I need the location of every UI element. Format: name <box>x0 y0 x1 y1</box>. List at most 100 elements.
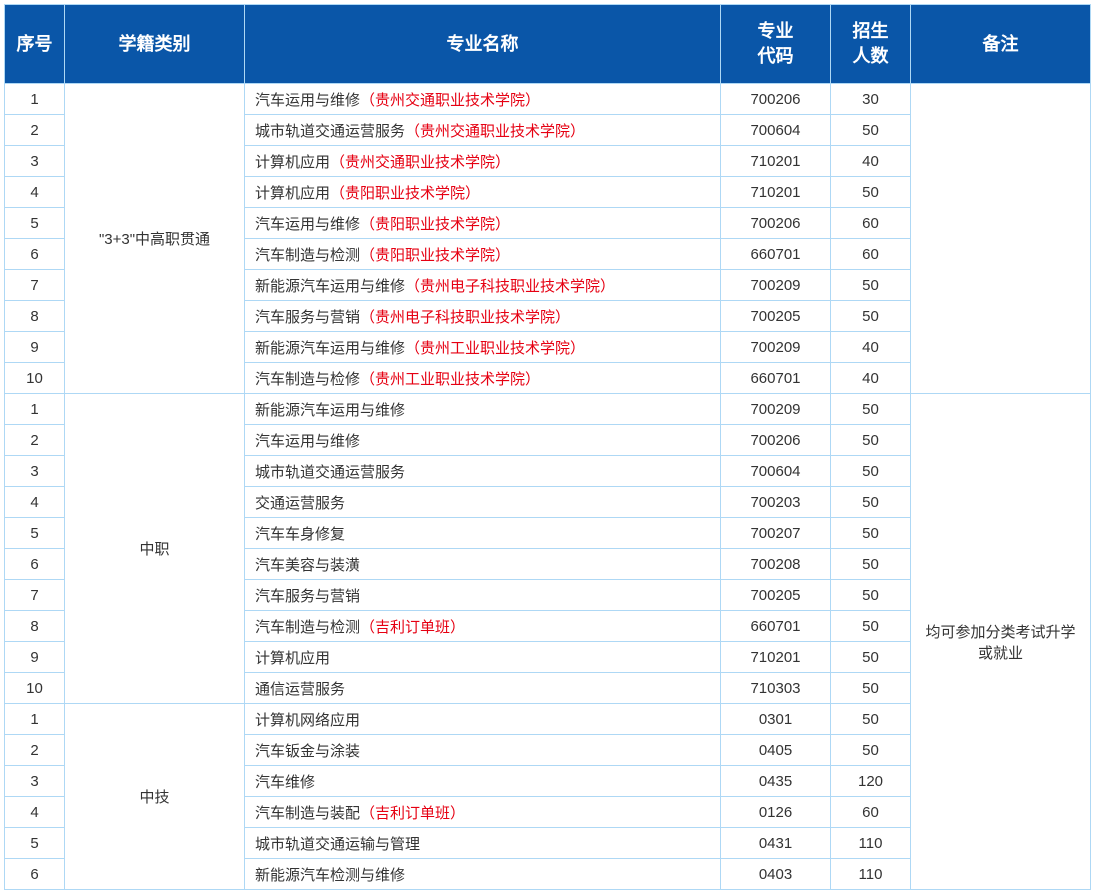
cell-code: 700604 <box>721 115 831 146</box>
cell-seq: 9 <box>5 332 65 363</box>
cell-code: 0301 <box>721 704 831 735</box>
cell-code: 700209 <box>721 394 831 425</box>
cell-code: 710303 <box>721 673 831 704</box>
cell-code: 700205 <box>721 301 831 332</box>
major-annotation: （贵州工业职业技术学院） <box>405 340 585 357</box>
cell-code: 0405 <box>721 735 831 766</box>
cell-seq: 6 <box>5 549 65 580</box>
cell-major: 汽车美容与装潢 <box>245 549 721 580</box>
major-annotation: （贵州电子科技职业技术学院） <box>360 309 570 326</box>
cell-seq: 7 <box>5 580 65 611</box>
cell-seq: 6 <box>5 239 65 270</box>
header-count: 招生人数 <box>831 5 911 84</box>
cell-code: 700206 <box>721 425 831 456</box>
cell-major: 计算机应用（贵州交通职业技术学院） <box>245 146 721 177</box>
cell-code: 700604 <box>721 456 831 487</box>
major-name: 汽车运用与维修 <box>255 433 360 450</box>
major-name: 新能源汽车运用与维修 <box>255 340 405 357</box>
cell-seq: 8 <box>5 301 65 332</box>
cell-major: 汽车服务与营销（贵州电子科技职业技术学院） <box>245 301 721 332</box>
cell-major: 汽车服务与营销 <box>245 580 721 611</box>
cell-code: 0403 <box>721 859 831 890</box>
cell-major: 汽车维修 <box>245 766 721 797</box>
major-name: 计算机应用 <box>255 185 330 202</box>
cell-count: 50 <box>831 642 911 673</box>
cell-category: 中技 <box>65 704 245 890</box>
cell-count: 30 <box>831 84 911 115</box>
table-body: 1"3+3"中高职贯通汽车运用与维修（贵州交通职业技术学院）700206302城… <box>5 84 1091 890</box>
cell-seq: 3 <box>5 456 65 487</box>
cell-code: 710201 <box>721 177 831 208</box>
cell-count: 120 <box>831 766 911 797</box>
cell-seq: 10 <box>5 673 65 704</box>
cell-code: 660701 <box>721 611 831 642</box>
cell-seq: 8 <box>5 611 65 642</box>
cell-seq: 1 <box>5 704 65 735</box>
cell-code: 0431 <box>721 828 831 859</box>
header-seq: 序号 <box>5 5 65 84</box>
cell-major: 通信运营服务 <box>245 673 721 704</box>
cell-major: 城市轨道交通运营服务（贵州交通职业技术学院） <box>245 115 721 146</box>
table-row: 1"3+3"中高职贯通汽车运用与维修（贵州交通职业技术学院）70020630 <box>5 84 1091 115</box>
cell-major: 汽车制造与装配（吉利订单班） <box>245 797 721 828</box>
cell-code: 710201 <box>721 642 831 673</box>
cell-major: 汽车车身修复 <box>245 518 721 549</box>
cell-seq: 5 <box>5 828 65 859</box>
major-name: 城市轨道交通运营服务 <box>255 123 405 140</box>
cell-count: 60 <box>831 208 911 239</box>
cell-code: 700208 <box>721 549 831 580</box>
major-name: 计算机应用 <box>255 154 330 171</box>
major-name: 城市轨道交通运营服务 <box>255 464 405 481</box>
cell-count: 50 <box>831 394 911 425</box>
cell-seq: 2 <box>5 735 65 766</box>
cell-count: 50 <box>831 518 911 549</box>
major-name: 汽车制造与装配 <box>255 805 360 822</box>
major-name: 汽车制造与检测 <box>255 619 360 636</box>
cell-count: 50 <box>831 735 911 766</box>
cell-major: 交通运营服务 <box>245 487 721 518</box>
major-annotation: （贵阳职业技术学院） <box>330 185 480 202</box>
cell-major: 汽车运用与维修 <box>245 425 721 456</box>
cell-count: 50 <box>831 673 911 704</box>
cell-count: 110 <box>831 828 911 859</box>
cell-seq: 10 <box>5 363 65 394</box>
cell-seq: 2 <box>5 425 65 456</box>
cell-seq: 2 <box>5 115 65 146</box>
major-annotation: （贵州电子科技职业技术学院） <box>405 278 615 295</box>
cell-count: 60 <box>831 797 911 828</box>
cell-major: 汽车钣金与涂装 <box>245 735 721 766</box>
cell-code: 660701 <box>721 363 831 394</box>
major-annotation: （贵阳职业技术学院） <box>360 216 510 233</box>
cell-count: 50 <box>831 611 911 642</box>
cell-code: 0126 <box>721 797 831 828</box>
cell-seq: 4 <box>5 177 65 208</box>
cell-seq: 3 <box>5 766 65 797</box>
major-name: 汽车运用与维修 <box>255 216 360 233</box>
cell-major: 计算机网络应用 <box>245 704 721 735</box>
major-name: 汽车服务与营销 <box>255 309 360 326</box>
cell-major: 汽车运用与维修（贵州交通职业技术学院） <box>245 84 721 115</box>
cell-count: 50 <box>831 270 911 301</box>
cell-code: 710201 <box>721 146 831 177</box>
cell-category: 中职 <box>65 394 245 704</box>
cell-count: 50 <box>831 456 911 487</box>
cell-seq: 3 <box>5 146 65 177</box>
cell-code: 700206 <box>721 208 831 239</box>
cell-seq: 1 <box>5 394 65 425</box>
major-name: 新能源汽车运用与维修 <box>255 278 405 295</box>
cell-count: 50 <box>831 549 911 580</box>
major-name: 汽车运用与维修 <box>255 92 360 109</box>
major-annotation: （贵州交通职业技术学院） <box>330 154 510 171</box>
cell-major: 新能源汽车运用与维修 <box>245 394 721 425</box>
cell-seq: 5 <box>5 208 65 239</box>
cell-count: 110 <box>831 859 911 890</box>
cell-count: 50 <box>831 177 911 208</box>
major-name: 城市轨道交通运输与管理 <box>255 836 420 853</box>
major-name: 汽车服务与营销 <box>255 588 360 605</box>
header-category: 学籍类别 <box>65 5 245 84</box>
cell-major: 新能源汽车运用与维修（贵州电子科技职业技术学院） <box>245 270 721 301</box>
cell-seq: 5 <box>5 518 65 549</box>
cell-seq: 6 <box>5 859 65 890</box>
cell-count: 60 <box>831 239 911 270</box>
header-code: 专业代码 <box>721 5 831 84</box>
